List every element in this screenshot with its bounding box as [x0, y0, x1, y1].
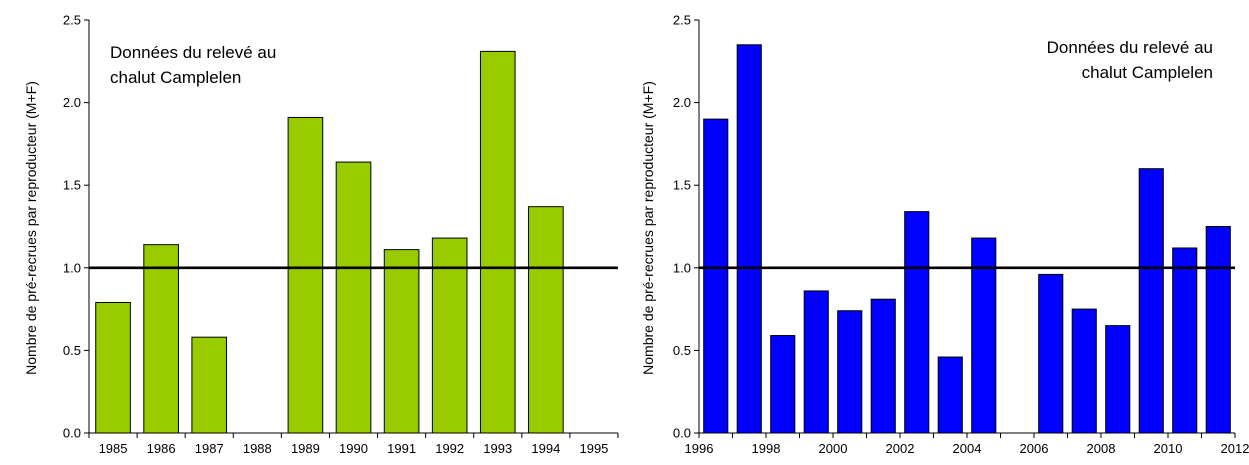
right-bar-2007 — [1071, 308, 1097, 434]
left-bar-1989 — [287, 116, 324, 434]
left-x-tick-label: 1994 — [531, 441, 560, 456]
left-x-tick-label: 1989 — [291, 441, 320, 456]
right-bar-2001 — [870, 298, 896, 434]
left-bar-1991 — [383, 249, 420, 434]
right-bar-1999 — [803, 290, 829, 434]
chart-left: Nombre de pré-recrues par reproducteur (… — [23, 13, 619, 456]
right-bar-1998 — [770, 335, 796, 434]
left-bar-1992 — [431, 237, 468, 434]
right-x-tick-label: 1996 — [685, 441, 714, 456]
right-bar-2004 — [971, 237, 997, 434]
left-y-tick-label: 2.0 — [63, 95, 81, 110]
right-x-tick-label: 2000 — [819, 441, 848, 456]
right-y-axis-title: Nombre de pré-recrues par reproducteur (… — [640, 81, 656, 375]
left-bar-1985 — [95, 301, 131, 434]
left-x-tick-label: 1988 — [243, 441, 272, 456]
left-x-tick-label: 1993 — [483, 441, 512, 456]
left-bar-1993 — [479, 50, 516, 434]
right-y-tick-label: 2.5 — [673, 13, 691, 28]
left-annotation-line-2: chalut Camplelen — [110, 68, 241, 87]
right-bar-1997 — [736, 44, 762, 434]
right-y-tick-label: 0.0 — [673, 426, 691, 441]
right-x-tick-label: 2012 — [1221, 441, 1249, 456]
left-y-tick-label: 0.5 — [63, 343, 81, 358]
right-x-tick-label: 2006 — [1020, 441, 1049, 456]
left-annotation-line-1: Données du relevé au — [110, 43, 276, 62]
right-y-tick-label: 1.0 — [673, 260, 691, 275]
left-x-tick-label: 1990 — [339, 441, 368, 456]
left-x-tick-label: 1992 — [435, 441, 464, 456]
right-bar-1996 — [703, 118, 729, 434]
right-annotation-line-2: chalut Camplelen — [1082, 63, 1213, 82]
chart-right: Nombre de pré-recrues par reproducteur (… — [640, 13, 1249, 457]
right-x-tick-label: 1998 — [752, 441, 781, 456]
right-bar-2011 — [1205, 226, 1231, 434]
left-bar-1987 — [191, 336, 228, 434]
left-y-axis-title: Nombre de pré-recrues par reproducteur (… — [23, 81, 39, 375]
left-y-tick-label: 0.0 — [63, 426, 81, 441]
right-x-tick-label: 2008 — [1087, 441, 1116, 456]
right-x-tick-label: 2004 — [953, 441, 982, 456]
left-x-tick-label: 1995 — [579, 441, 608, 456]
right-y-tick-label: 2.0 — [673, 95, 691, 110]
right-y-tick-label: 1.5 — [673, 178, 691, 193]
right-bar-2000 — [837, 310, 863, 434]
right-bar-2008 — [1105, 325, 1131, 434]
left-x-tick-label: 1991 — [387, 441, 416, 456]
left-x-tick-label: 1987 — [195, 441, 224, 456]
left-x-tick-label: 1986 — [147, 441, 176, 456]
right-bar-2010 — [1172, 247, 1198, 434]
right-bar-2002 — [904, 211, 930, 434]
left-y-tick-label: 2.5 — [63, 13, 81, 28]
right-bar-2003 — [937, 356, 963, 434]
left-bar-1990 — [335, 161, 372, 434]
right-y-tick-label: 0.5 — [673, 343, 691, 358]
right-x-tick-label: 2010 — [1154, 441, 1183, 456]
right-bar-2006 — [1038, 273, 1064, 434]
right-bar-2009 — [1138, 168, 1164, 434]
left-y-tick-label: 1.0 — [63, 260, 81, 275]
left-y-tick-label: 1.5 — [63, 178, 81, 193]
left-bar-1986 — [143, 244, 179, 434]
right-annotation-line-1: Données du relevé au — [1047, 38, 1213, 57]
left-x-tick-label: 1985 — [99, 441, 128, 456]
right-x-tick-label: 2002 — [886, 441, 915, 456]
left-bar-1994 — [528, 206, 564, 434]
